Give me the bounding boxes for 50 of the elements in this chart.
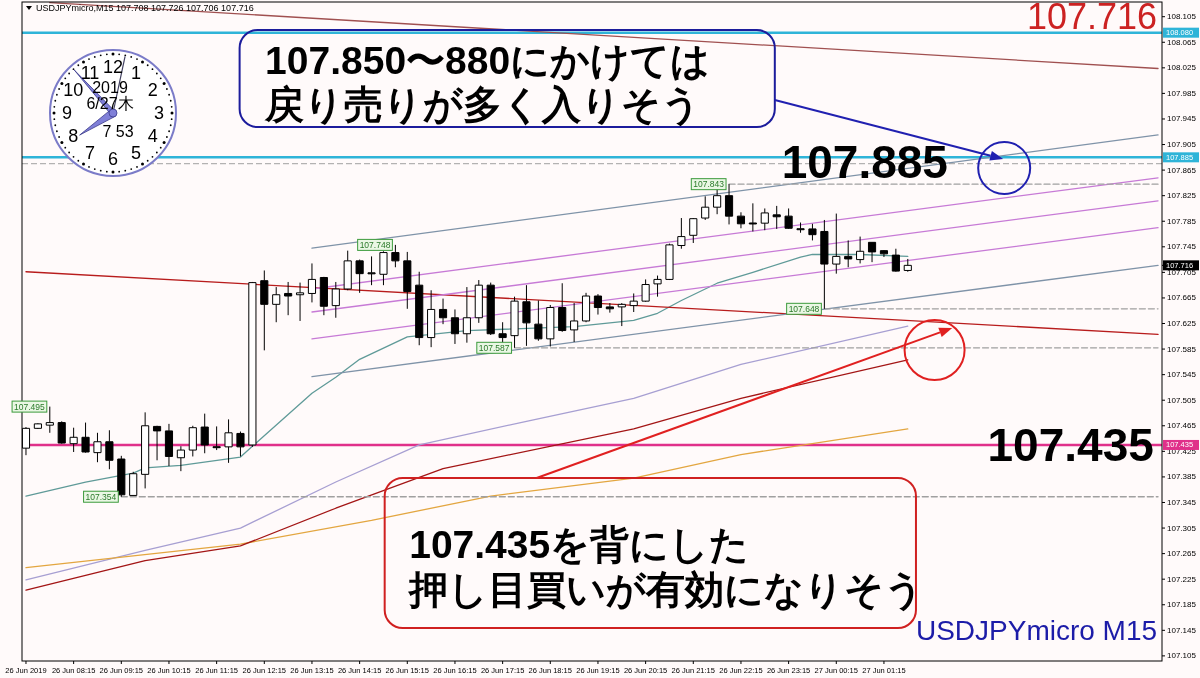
annotation: 107.748 — [359, 239, 391, 250]
y-tick-label: 107.785 — [1167, 216, 1197, 226]
annotation: 107.354 — [85, 491, 117, 502]
y-tick-label: 107.505 — [1167, 395, 1197, 405]
y-tick-label: 107.905 — [1167, 140, 1197, 150]
annotation: 107.587 — [478, 342, 510, 353]
annotation: 7 — [84, 142, 96, 163]
y-tick-label: 107.105 — [1167, 651, 1197, 661]
y-tick-label: 107.185 — [1167, 600, 1197, 610]
y-tick-label: 108.025 — [1167, 63, 1197, 73]
annotation: 7 53 — [102, 122, 134, 140]
y-tick-label: 107.465 — [1167, 421, 1197, 431]
y-tick-label: 107.305 — [1167, 523, 1197, 533]
annotation: 8 — [68, 126, 79, 146]
annotation: 6 — [107, 149, 119, 169]
y-tick-label: 107.705 — [1167, 267, 1197, 277]
y-tick-label: 107.945 — [1167, 114, 1197, 124]
y-tick-label: 107.625 — [1167, 319, 1197, 329]
annotation: 107.716 — [1026, 0, 1158, 37]
annotation: 12 — [102, 57, 124, 77]
y-tick-label: 107.545 — [1167, 370, 1197, 380]
y-tick-label: 107.985 — [1167, 88, 1197, 98]
annotation: USDJPYmicro M15 — [915, 615, 1158, 646]
annotation: 2 — [147, 80, 158, 100]
annotation: 107.843 — [693, 179, 725, 190]
annotation: 戻り売りが多く入りそう — [264, 83, 702, 127]
y-tick-label: 107.745 — [1167, 242, 1197, 252]
annotation: 1 — [130, 63, 142, 84]
annotation: 3 — [153, 103, 165, 123]
annotation: 10 — [63, 80, 84, 100]
y-tick-label: 107.145 — [1167, 625, 1197, 635]
line-series — [25, 428, 909, 569]
y-tick-label: 107.225 — [1167, 574, 1197, 584]
annotation: 押し目買いが有効になりそう — [407, 568, 925, 612]
y-tick-label: 107.265 — [1167, 549, 1197, 559]
annotation: 107.435を背にした — [409, 523, 750, 566]
y-tick-label: 107.345 — [1167, 497, 1197, 507]
annotation: 107.495 — [14, 401, 46, 412]
y-tick-label: 107.665 — [1167, 293, 1197, 303]
annotation: 9 — [61, 103, 73, 123]
y-tick-label: 107.385 — [1167, 472, 1197, 482]
y-tick-label: 108.105 — [1167, 12, 1197, 22]
y-tick-label: 107.585 — [1167, 344, 1197, 354]
y-tick-label: 107.865 — [1167, 165, 1197, 175]
annotation: 107.850〜880にかけては — [265, 39, 711, 82]
y-tick-label: 108.065 — [1167, 37, 1197, 47]
annotation: 5 — [130, 142, 142, 163]
annotation: 4 — [147, 126, 158, 146]
y-tick-label: 107.825 — [1167, 191, 1197, 201]
annotation: 107.648 — [788, 303, 820, 314]
